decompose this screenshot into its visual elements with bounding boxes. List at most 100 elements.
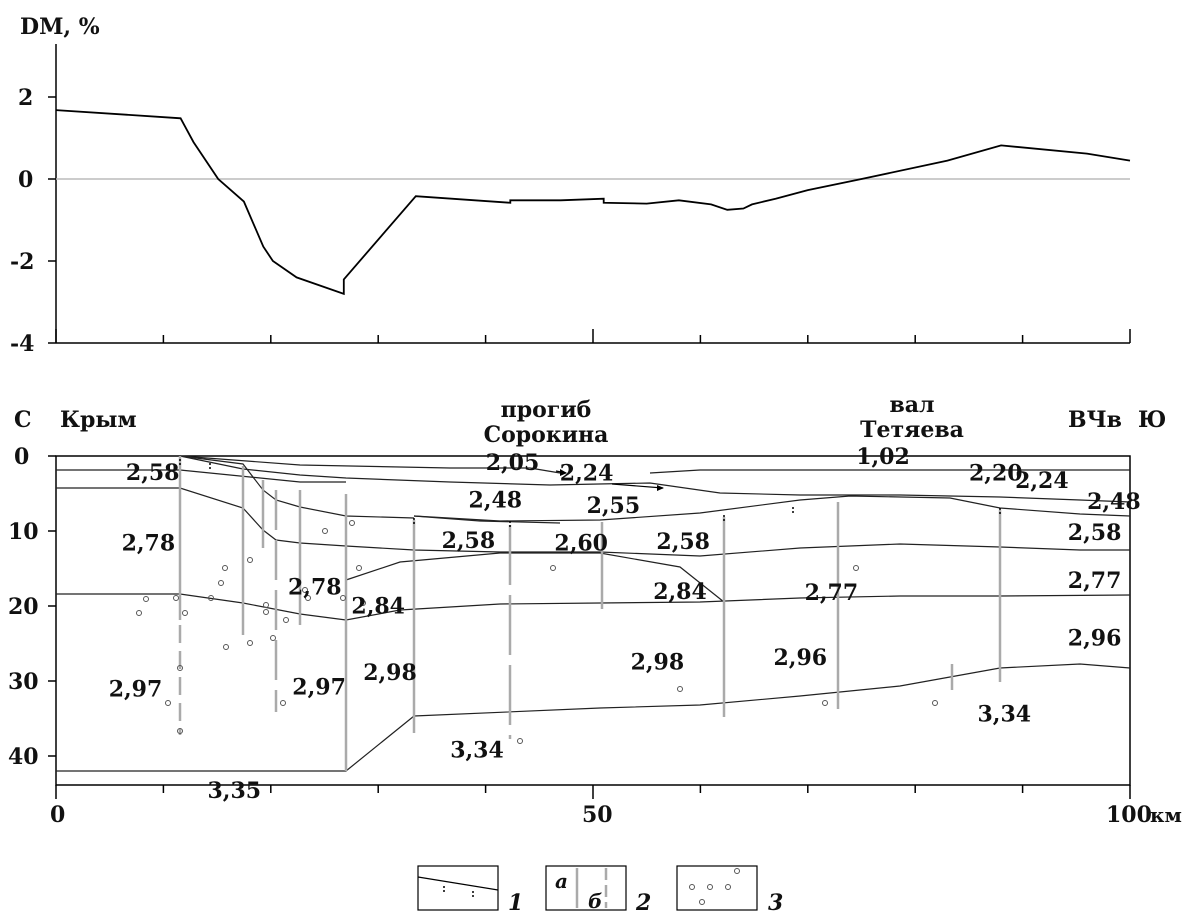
density-label: 2,58	[656, 529, 710, 555]
dm-y-tick-label: -4	[10, 331, 34, 357]
density-label: 3,34	[450, 737, 504, 763]
sample-circle	[223, 644, 229, 650]
dm-axis-label: DM, %	[20, 14, 100, 40]
legend: 1 а б 2 3	[417, 865, 783, 912]
marker-dot	[179, 463, 181, 465]
density-label: 2,97	[109, 677, 163, 703]
sample-circle	[165, 700, 171, 706]
dm-x-ticks	[55, 329, 1131, 343]
density-label: 2,98	[631, 650, 685, 676]
sample-circle	[322, 528, 328, 534]
sample-circle	[247, 557, 253, 563]
density-label: 2,77	[805, 580, 859, 606]
swell-label-line2: Тетяева	[860, 417, 964, 443]
depth-tick-label: 40	[8, 744, 39, 770]
dm-y-ticks: 2 0 -2 -4	[10, 85, 56, 357]
sample-circle	[182, 610, 188, 616]
density-label: 2,58	[1068, 520, 1122, 546]
sample-circle	[349, 520, 355, 526]
south-label: Ю	[1138, 407, 1166, 433]
density-label: 2,58	[126, 460, 180, 486]
density-label: 2,55	[587, 493, 641, 519]
marker-dot	[179, 459, 181, 461]
boundary-line	[179, 455, 1131, 503]
depth-tick-label: 30	[8, 669, 39, 695]
depth-tick-label: 20	[8, 594, 39, 620]
distance-ticks	[55, 785, 1131, 799]
boundary-line	[345, 552, 725, 603]
x-unit-label: км	[1150, 803, 1182, 827]
sample-circle	[173, 595, 179, 601]
legend-box	[417, 865, 499, 911]
marker-dot	[792, 511, 794, 513]
sample-circle	[689, 884, 695, 890]
sample-circle	[270, 635, 276, 641]
sample-circle	[280, 700, 286, 706]
trough-label-line2: Сорокина	[484, 422, 609, 448]
density-labels: 2,58 2,78 2,97 3,35 2,78 2,97 2,84 2,98 2,05 2,24…	[109, 444, 1141, 804]
density-label: 2,96	[1068, 626, 1122, 652]
label-arrow	[611, 483, 664, 489]
density-label: 2,84	[653, 579, 707, 605]
marker-dot	[792, 507, 794, 509]
legend-boundary-line	[417, 876, 499, 891]
marker-dot	[472, 891, 474, 893]
boundary-line	[179, 455, 561, 474]
legend-item-1: 1	[417, 865, 523, 912]
sample-circle	[853, 565, 859, 571]
marker-dot	[509, 525, 511, 527]
density-label: 2,20	[969, 461, 1023, 487]
marker-dot	[723, 519, 725, 521]
density-label: 3,34	[978, 701, 1032, 727]
sample-circle	[177, 665, 183, 671]
sample-circle	[360, 600, 366, 606]
density-label: 2,96	[774, 645, 828, 671]
dm-y-tick-label: 0	[18, 167, 33, 193]
legend-number: 3	[768, 890, 783, 912]
sample-circle	[143, 596, 149, 602]
sample-circle	[822, 700, 828, 706]
x-tick-label: 0	[50, 802, 65, 828]
marker-dot	[509, 521, 511, 523]
sample-circle	[222, 565, 228, 571]
boundary-line	[56, 469, 346, 483]
borehole-markers	[179, 459, 1001, 527]
sample-circle	[208, 595, 214, 601]
density-label: 2,77	[1068, 568, 1122, 594]
density-label: 2,48	[1087, 489, 1141, 515]
sample-circle	[218, 580, 224, 586]
legend-sub-a: а	[555, 869, 568, 893]
cross-section: С Крым прогиб Сорокина вал Тетяева ВЧв Ю…	[8, 392, 1182, 828]
marker-dot	[209, 463, 211, 465]
legend-circles	[689, 868, 740, 905]
label-arrow	[657, 485, 664, 491]
legend-item-2: а б 2	[545, 865, 651, 912]
sample-circle	[707, 884, 713, 890]
crimea-label: Крым	[60, 407, 137, 433]
legend-number: 2	[635, 890, 651, 912]
marker-dot	[999, 508, 1001, 510]
sample-circle	[136, 610, 142, 616]
density-label: 2,24	[1015, 468, 1069, 494]
density-label: 2,05	[486, 450, 540, 476]
dm-graph: DM, % 2 0 -2 -4	[10, 14, 1131, 357]
sample-circle	[263, 602, 269, 608]
legend-box	[545, 865, 627, 911]
sample-circles	[136, 520, 938, 744]
marker-dot	[723, 515, 725, 517]
sample-circle	[677, 686, 683, 692]
depth-ticks: 0 10 20 30 40	[8, 444, 56, 770]
boundary-line	[56, 663, 1131, 772]
marker-dot	[413, 522, 415, 524]
boundary-line	[56, 593, 1131, 621]
dm-y-tick-label: -2	[10, 249, 34, 275]
north-label: С	[14, 407, 32, 433]
density-label: 2,78	[288, 575, 342, 601]
density-label: 2,24	[560, 461, 614, 487]
boreholes	[178, 456, 1002, 771]
marker-dot	[209, 467, 211, 469]
density-label: 2,78	[122, 530, 176, 556]
marker-dot	[472, 895, 474, 897]
density-label: 1,02	[856, 444, 910, 470]
